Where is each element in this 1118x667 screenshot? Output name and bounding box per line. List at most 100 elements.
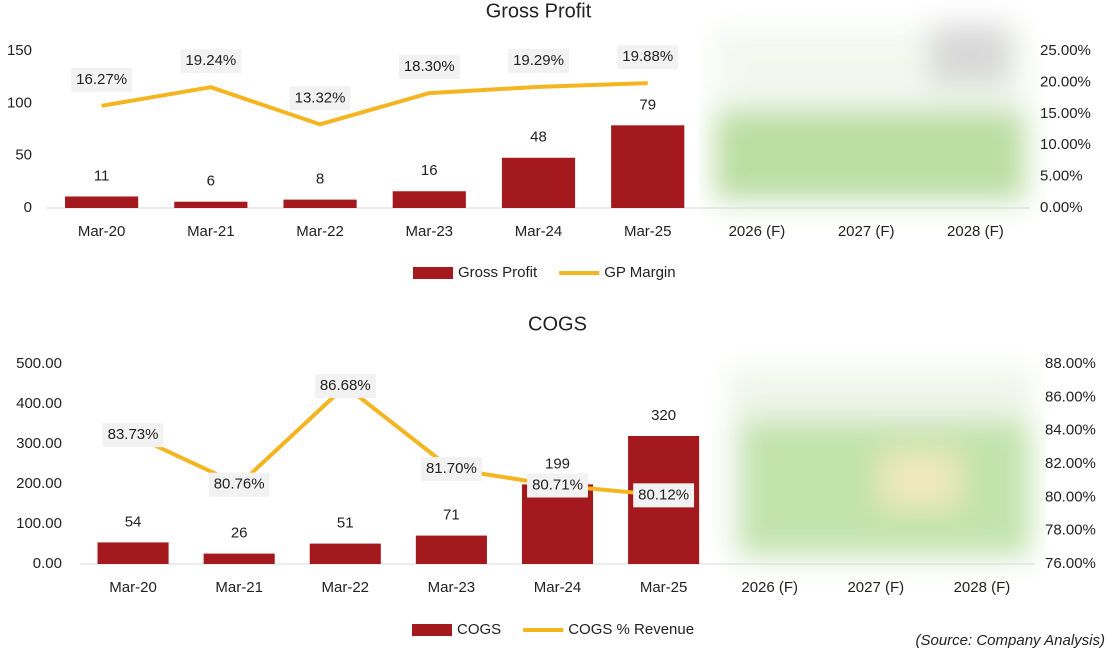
y2-tick-label: 5.00% xyxy=(1040,168,1083,185)
bar-value-label: 16 xyxy=(421,162,438,179)
x-tick-label: Mar-23 xyxy=(428,579,476,596)
bar xyxy=(392,191,466,208)
x-tick-label: Mar-25 xyxy=(624,223,672,240)
bar-value-label: 8 xyxy=(316,171,324,188)
y2-tick-label: 88.00% xyxy=(1045,355,1096,372)
y-tick-label: 0 xyxy=(24,199,32,216)
x-tick-label: Mar-22 xyxy=(322,579,370,596)
y2-tick-label: 86.00% xyxy=(1045,388,1096,405)
line-value-label: 80.76% xyxy=(208,472,270,497)
line-value-label: 86.68% xyxy=(314,374,376,398)
line-value-label-text: 18.30% xyxy=(404,58,455,75)
y-tick-label: 50 xyxy=(15,147,32,164)
label-box xyxy=(398,55,460,80)
bar-value-label: 26 xyxy=(231,525,248,542)
line-value-label: 80.12% xyxy=(633,483,695,508)
x-tick-label: 2026 (F) xyxy=(729,223,786,240)
line-value-label: 80.71% xyxy=(527,473,588,498)
legend-swatch xyxy=(413,267,453,279)
line-value-label-text: 13.32% xyxy=(295,89,346,106)
label-box xyxy=(527,473,588,498)
x-tick-label: Mar-21 xyxy=(187,223,235,240)
bar-value-label: 6 xyxy=(207,173,215,190)
label-box xyxy=(617,45,679,70)
x-tick-label: 2027 (F) xyxy=(838,223,895,240)
legend-label: COGS % Revenue xyxy=(568,621,694,638)
x-tick-label: 2028 (F) xyxy=(954,579,1011,596)
x-tick-label: 2026 (F) xyxy=(741,579,798,596)
y2-tick-label: 15.00% xyxy=(1040,105,1091,122)
bar xyxy=(309,543,381,564)
bar xyxy=(283,199,357,208)
line-value-label-text: 80.76% xyxy=(214,476,265,493)
line-value-label-text: 19.29% xyxy=(513,52,564,69)
x-tick-label: Mar-25 xyxy=(640,579,688,596)
bar-value-label: 48 xyxy=(530,129,547,146)
y-tick-label: 100.00 xyxy=(16,515,62,532)
line-value-label-text: 86.68% xyxy=(320,377,371,394)
label-box xyxy=(508,48,569,73)
line-value-label: 81.70% xyxy=(420,457,482,481)
bar-value-label: 320 xyxy=(651,407,676,424)
legend-label: COGS xyxy=(457,621,501,638)
bar xyxy=(97,542,169,564)
label-box xyxy=(180,49,242,74)
line-value-label: 18.30% xyxy=(398,55,460,80)
y-tick-label: 300.00 xyxy=(16,435,62,452)
label-box xyxy=(314,374,376,398)
x-tick-label: Mar-22 xyxy=(296,223,344,240)
bar-value-label: 199 xyxy=(545,455,570,472)
y2-tick-label: 78.00% xyxy=(1045,522,1096,539)
legend-label: GP Margin xyxy=(604,264,675,281)
y-tick-label: 400.00 xyxy=(16,395,62,412)
legend-swatch xyxy=(412,624,452,636)
line-value-label-text: 19.24% xyxy=(185,52,236,69)
label-box xyxy=(633,483,695,508)
legend-label: Gross Profit xyxy=(458,264,538,281)
bar xyxy=(611,125,685,208)
bar-value-label: 51 xyxy=(337,515,354,532)
blurred-forecast xyxy=(715,25,1030,560)
line-value-label: 19.88% xyxy=(617,45,679,70)
bar xyxy=(521,484,594,564)
line-value-label: 83.73% xyxy=(102,423,164,448)
x-tick-label: Mar-24 xyxy=(515,223,563,240)
y2-tick-label: 20.00% xyxy=(1040,73,1091,90)
x-tick-label: Mar-23 xyxy=(406,223,454,240)
bar-value-label: 71 xyxy=(443,507,460,524)
bar xyxy=(65,196,139,208)
y2-tick-label: 10.00% xyxy=(1040,136,1091,153)
x-tick-label: Mar-20 xyxy=(78,223,126,240)
y-tick-label: 100 xyxy=(7,94,32,111)
bar xyxy=(174,201,248,208)
bar-value-label: 79 xyxy=(639,96,656,113)
y-tick-label: 500.00 xyxy=(16,355,62,372)
y2-tick-label: 82.00% xyxy=(1045,455,1096,472)
line-value-label-text: 81.70% xyxy=(426,460,477,477)
bar xyxy=(203,553,275,564)
line-value-label: 19.29% xyxy=(508,48,569,73)
label-box xyxy=(71,67,133,92)
y2-tick-label: 76.00% xyxy=(1045,555,1096,572)
chart-title: COGS xyxy=(528,313,587,335)
source-note: (Source: Company Analysis) xyxy=(915,632,1105,649)
x-tick-label: 2028 (F) xyxy=(947,223,1004,240)
line-value-label-text: 16.27% xyxy=(76,71,127,88)
bar-value-label: 11 xyxy=(94,167,110,184)
label-box xyxy=(420,457,482,481)
line-value-label: 13.32% xyxy=(289,86,351,111)
x-tick-label: Mar-24 xyxy=(534,579,582,596)
bar-value-label: 54 xyxy=(125,513,142,530)
line-value-label: 19.24% xyxy=(180,49,242,74)
line-value-label: 16.27% xyxy=(71,67,133,92)
y-tick-label: 200.00 xyxy=(16,475,62,492)
bar xyxy=(415,535,487,564)
chart-title: Gross Profit xyxy=(486,0,592,22)
label-box xyxy=(208,472,270,497)
y2-tick-label: 25.00% xyxy=(1040,42,1091,59)
x-tick-label: 2027 (F) xyxy=(847,579,904,596)
y2-tick-label: 80.00% xyxy=(1045,488,1096,505)
line-value-label-text: 80.12% xyxy=(638,486,689,503)
line-value-label-text: 83.73% xyxy=(108,426,159,443)
